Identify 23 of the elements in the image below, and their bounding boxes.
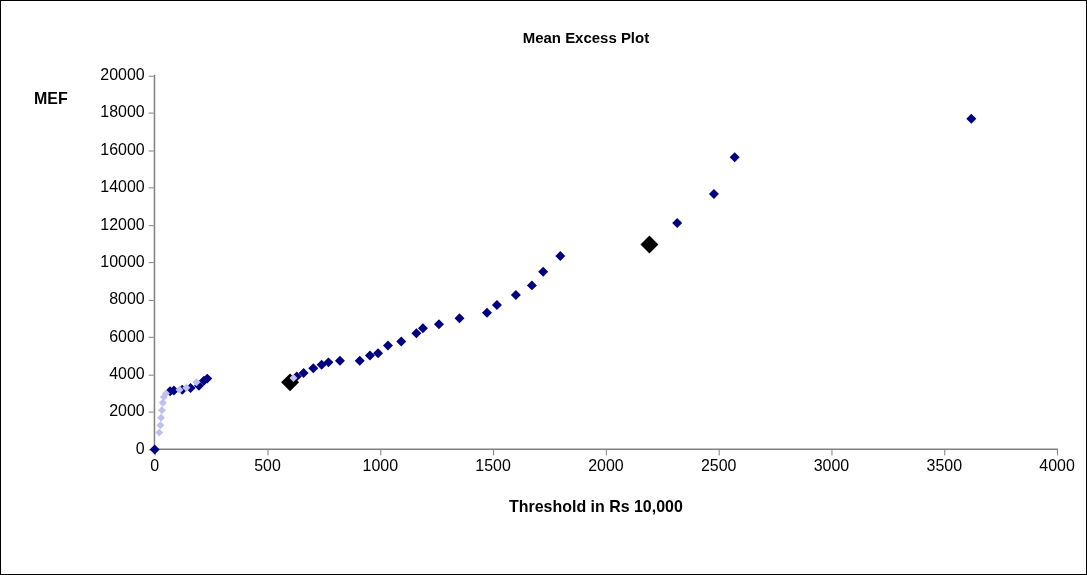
y-tick-label: 14000 <box>100 178 145 196</box>
x-tick-label: 1000 <box>362 457 399 475</box>
y-tick-label: 8000 <box>109 290 145 308</box>
y-tick-label: 6000 <box>109 327 145 345</box>
y-tick-label: 0 <box>135 439 145 457</box>
x-tick-label: 3000 <box>813 457 850 475</box>
y-tick-label: 16000 <box>100 140 145 158</box>
x-tick-label: 2500 <box>700 457 737 475</box>
y-tick-label: 10000 <box>100 252 145 270</box>
y-tick-label: 12000 <box>100 215 145 233</box>
x-axis-title: Threshold in Rs 10,000 <box>509 497 683 515</box>
x-tick-label: 0 <box>150 457 160 475</box>
y-tick-label: 2000 <box>109 402 145 420</box>
y-axis-title: MEF <box>34 90 68 108</box>
x-tick-label: 4000 <box>1039 457 1075 475</box>
x-tick-label: 1500 <box>475 457 511 475</box>
x-tick-label: 500 <box>254 457 281 475</box>
chart-title: Mean Excess Plot <box>522 29 650 46</box>
y-tick-label: 18000 <box>100 103 145 121</box>
y-tick-label: 4000 <box>109 365 145 383</box>
x-tick-label: 2000 <box>588 457 624 475</box>
y-tick-label: 20000 <box>100 66 145 84</box>
x-tick-label: 3500 <box>926 457 963 475</box>
